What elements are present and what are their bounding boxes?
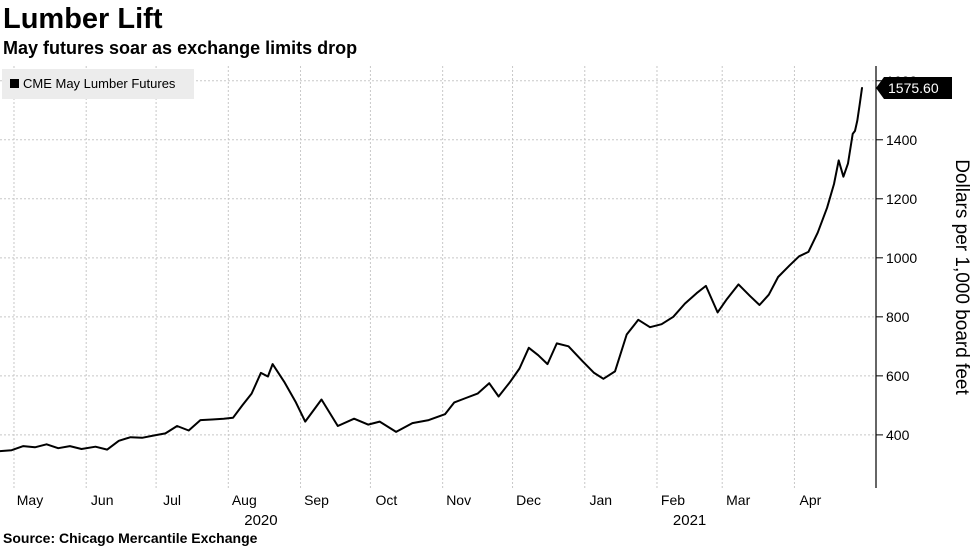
x-tick-label: Feb xyxy=(661,492,685,508)
x-tick-label: May xyxy=(17,492,43,508)
legend-label: CME May Lumber Futures xyxy=(23,76,176,91)
y-tick-label: 1000 xyxy=(886,250,917,266)
series-line xyxy=(0,87,863,453)
x-tick-label: Oct xyxy=(376,492,398,508)
source-note: Source: Chicago Mercantile Exchange xyxy=(3,530,258,546)
year-label: 2021 xyxy=(673,512,706,529)
legend-background xyxy=(2,69,194,99)
legend-swatch xyxy=(10,79,19,88)
y-tick-label: 800 xyxy=(886,309,910,325)
y-axis-ticks: 4006008001000120014001600 xyxy=(876,73,917,443)
y-tick-label: 600 xyxy=(886,368,910,384)
x-tick-label: Sep xyxy=(304,492,329,508)
x-tick-label: Aug xyxy=(232,492,257,508)
x-tick-label: Jan xyxy=(589,492,612,508)
chart-title: Lumber Lift xyxy=(3,3,163,35)
y-tick-label: 1400 xyxy=(886,132,917,148)
legend: CME May Lumber Futures xyxy=(2,69,194,99)
x-tick-label: Nov xyxy=(446,492,471,508)
x-tick-label: Mar xyxy=(726,492,750,508)
y-tick-label: 400 xyxy=(886,427,910,443)
x-tick-label: Jun xyxy=(91,492,114,508)
last-value-label: 1575.60 xyxy=(888,80,939,96)
y-axis-label: Dollars per 1,000 board feet xyxy=(951,159,972,395)
year-label: 2020 xyxy=(244,512,277,529)
last-value-marker: 1575.60 xyxy=(876,77,952,99)
x-tick-label: Apr xyxy=(800,492,822,508)
grid xyxy=(0,66,876,488)
x-axis-ticks: May Jun Jul Aug Sep Oct Nov Dec Jan Feb Mar Apr 2020… xyxy=(17,492,822,529)
y-tick-label: 1200 xyxy=(886,191,917,207)
x-tick-label: Dec xyxy=(516,492,541,508)
chart-subtitle: May futures soar as exchange limits drop xyxy=(3,38,358,58)
last-value-pointer xyxy=(876,77,952,99)
x-tick-label: Jul xyxy=(163,492,181,508)
